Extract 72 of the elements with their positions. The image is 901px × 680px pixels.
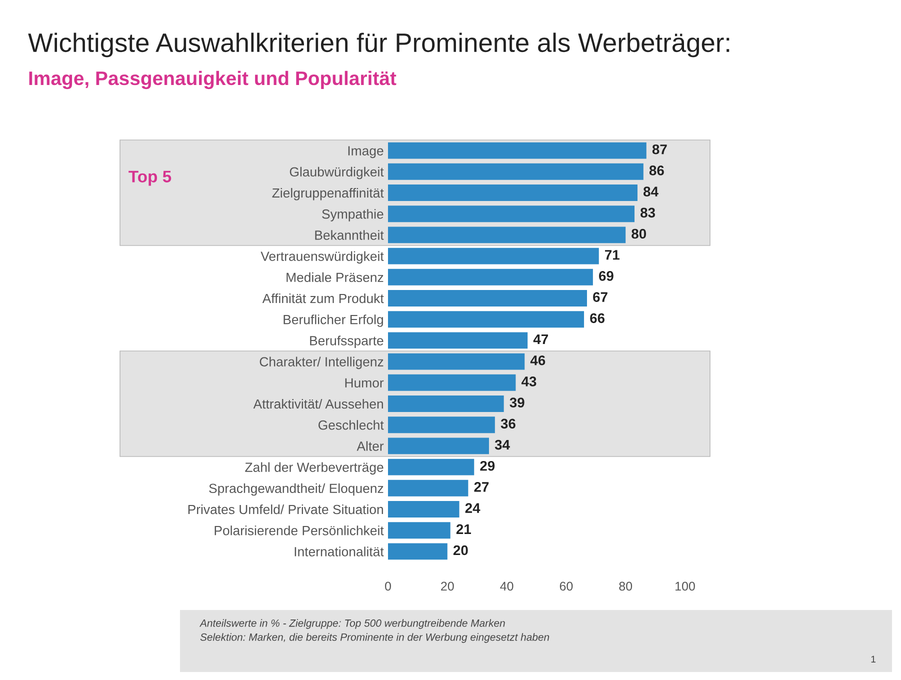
y-tick-label: Mediale Präsenz (286, 272, 384, 282)
bar (388, 163, 644, 180)
data-label: 29 (480, 460, 495, 471)
chart-title: Wichtigste Auswahlkriterien für Prominente als Werbeträger: (28, 32, 730, 58)
x-tick-label: 40 (500, 582, 514, 591)
bar (388, 480, 468, 496)
y-tick-label: Internationalität (294, 546, 384, 556)
y-tick-label: Geschlecht (318, 420, 384, 430)
bar (388, 396, 504, 412)
data-label: 71 (605, 250, 620, 260)
bar (388, 206, 635, 222)
y-tick-label: Image (348, 146, 384, 158)
x-tick-label: 0 (385, 582, 391, 591)
x-tick-label: 60 (560, 582, 573, 591)
data-label: 66 (590, 313, 605, 324)
data-label: 34 (494, 440, 510, 450)
bar (388, 332, 528, 349)
y-tick-label: Bekanntheit (315, 230, 384, 240)
band-label: Top 5 (128, 170, 172, 186)
data-label: 39 (510, 398, 524, 408)
text: Image, Passgenauigkeit und Popularität (29, 70, 396, 90)
text: 1 (871, 656, 876, 663)
bar (388, 458, 474, 476)
bar (388, 374, 516, 391)
bar (388, 501, 460, 518)
data-label: 84 (643, 186, 658, 196)
y-tick-label: Vertrauenswürdigkeit (260, 251, 384, 264)
bar (388, 311, 584, 328)
bar (388, 290, 587, 306)
data-label: 27 (474, 482, 489, 492)
text: Anteilswerte in % - Zielgruppe: Top 500 werbungtreibende Marken (199, 619, 505, 629)
y-tick-label: Privates Umfeld/ Private Situation (188, 504, 383, 514)
bar (388, 226, 626, 244)
y-tick-label: Sympathie (322, 209, 384, 222)
data-label: 69 (598, 271, 614, 281)
bar (388, 543, 448, 560)
data-label: 47 (533, 334, 548, 344)
y-tick-label: Charakter/ Intelligenz (260, 356, 384, 370)
text: Selektion: Marken, die bereits Prominente in der Werbung eingesetzt haben (200, 633, 550, 643)
data-label: 80 (632, 228, 646, 239)
data-label: 46 (530, 355, 546, 366)
bar (388, 416, 495, 434)
y-tick-label: Zielgruppenaffinität (272, 188, 384, 200)
bar (388, 353, 525, 370)
data-label: 24 (465, 503, 480, 513)
y-tick-label: Glaubwürdigkeit (290, 166, 384, 180)
bar (388, 438, 489, 454)
bar (388, 268, 593, 286)
data-label: 83 (640, 208, 656, 218)
bar (388, 184, 638, 201)
y-tick-label: Polarisierende Persönlichkeit (214, 526, 384, 536)
y-tick-label: Humor (345, 378, 384, 388)
data-label: 21 (456, 524, 471, 534)
bar (388, 142, 646, 159)
data-label: 87 (652, 144, 667, 154)
data-label: 36 (500, 418, 516, 429)
y-tick-label: Sprachgewandtheit/ Eloquenz (209, 483, 384, 496)
y-tick-label: Alter (356, 441, 384, 451)
bar (388, 248, 599, 264)
y-tick-label: Berufssparte (310, 336, 384, 348)
data-label: 86 (649, 166, 664, 176)
x-tick-label: 100 (676, 582, 695, 591)
x-tick-label: 80 (619, 582, 632, 591)
y-tick-label: Zahl der Werbeverträge (245, 462, 384, 475)
y-tick-label: Affinität zum Produkt (262, 293, 384, 304)
bar (388, 522, 450, 539)
x-tick-label: 20 (441, 582, 454, 591)
data-label: 43 (521, 376, 536, 386)
y-tick-label: Beruflicher Erfolg (284, 314, 383, 327)
y-tick-label: Attraktivität/ Aussehen (253, 398, 383, 409)
data-label: 67 (593, 292, 608, 302)
data-label: 20 (453, 545, 468, 556)
